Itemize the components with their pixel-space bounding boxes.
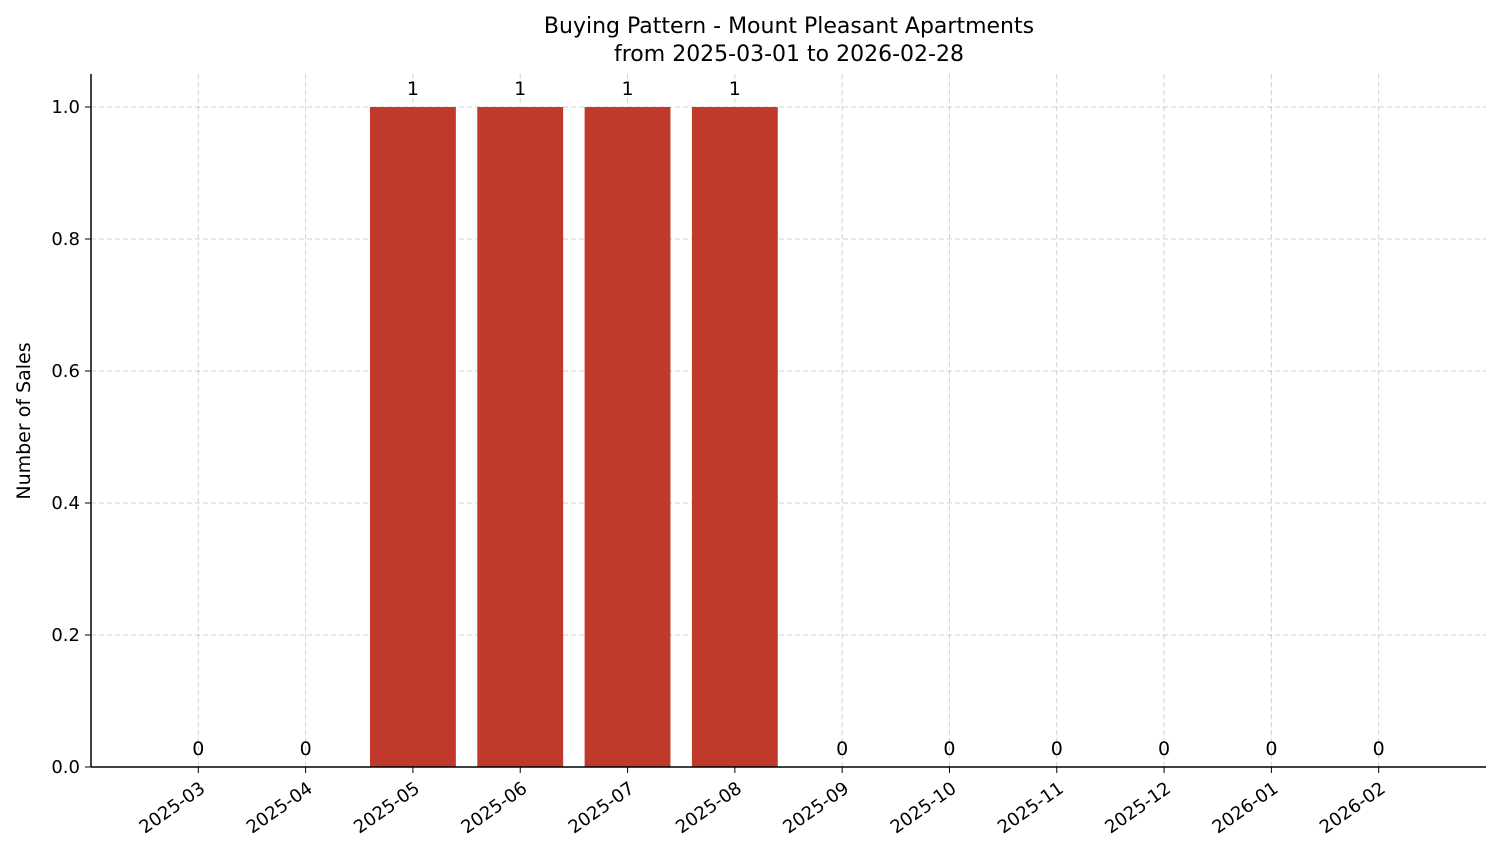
x-tick-label: 2025-04 <box>243 778 317 838</box>
bar <box>584 107 671 767</box>
data-label: 1 <box>729 78 741 100</box>
data-label: 0 <box>943 738 955 760</box>
x-tick-label: 2025-05 <box>350 778 424 838</box>
data-label: 0 <box>1373 738 1385 760</box>
x-tick-label: 2025-06 <box>457 778 531 838</box>
data-label: 1 <box>407 78 419 100</box>
x-tick-label: 2026-02 <box>1316 778 1390 838</box>
x-tick-label: 2025-11 <box>994 778 1068 838</box>
y-tick-label: 0.2 <box>51 625 80 646</box>
data-label: 0 <box>836 738 848 760</box>
data-label: 0 <box>1158 738 1170 760</box>
data-label: 1 <box>514 78 526 100</box>
data-label: 1 <box>621 78 633 100</box>
y-tick-label: 0.6 <box>51 361 80 382</box>
x-tick-label: 2025-12 <box>1101 778 1175 838</box>
data-label: 0 <box>1051 738 1063 760</box>
bar <box>691 107 778 767</box>
y-tick-label: 0.0 <box>51 757 80 778</box>
data-label: 0 <box>300 738 312 760</box>
data-label: 0 <box>192 738 204 760</box>
y-tick-label: 0.8 <box>51 229 80 250</box>
data-label: 0 <box>1265 738 1277 760</box>
x-tick-label: 2025-10 <box>887 778 961 838</box>
bar <box>370 107 456 767</box>
chart-subtitle: from 2025-03-01 to 2026-02-28 <box>614 42 964 67</box>
x-tick-label: 2025-08 <box>672 778 746 838</box>
x-tick-label: 2025-07 <box>565 778 639 838</box>
x-tick-label: 2025-09 <box>779 778 853 838</box>
x-tick-label: 2026-01 <box>1209 778 1283 838</box>
y-tick-label: 0.4 <box>51 493 80 514</box>
bar <box>477 107 564 767</box>
y-tick-label: 1.0 <box>51 97 80 118</box>
chart-title: Buying Pattern - Mount Pleasant Apartmen… <box>544 14 1034 39</box>
x-tick-label: 2025-03 <box>136 778 210 838</box>
y-axis-label: Number of Sales <box>13 342 35 499</box>
